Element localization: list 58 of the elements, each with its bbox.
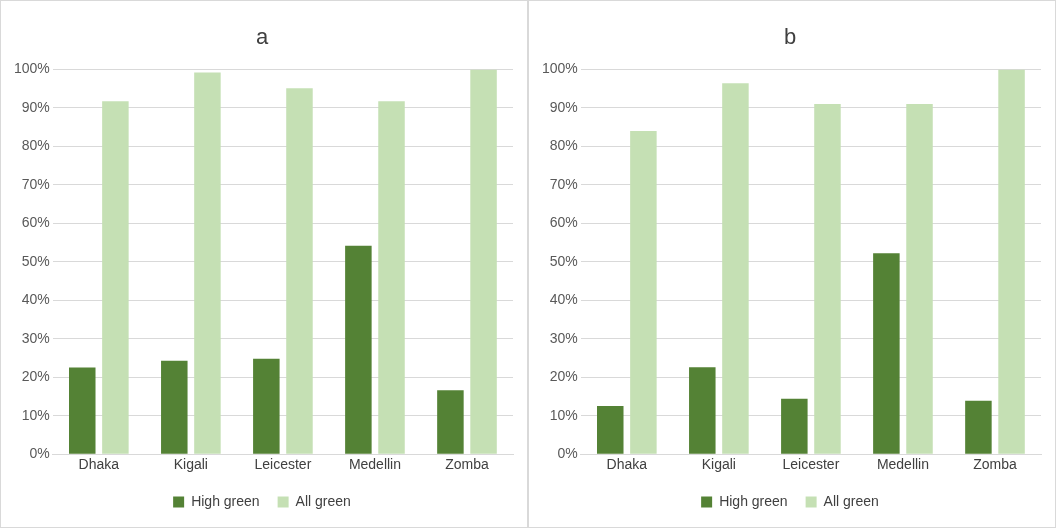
bar — [161, 360, 188, 454]
y-tick-label: 50% — [21, 252, 50, 269]
y-tick-label: 60% — [549, 214, 578, 231]
y-tick-label: 80% — [21, 137, 50, 154]
x-tick-label: Medellin — [348, 456, 402, 473]
y-tick-label: 20% — [549, 368, 578, 385]
y-tick-label: 30% — [21, 329, 50, 346]
y-tick-label: 0% — [29, 445, 50, 462]
y-tick-label: 50% — [549, 252, 578, 269]
bar — [286, 88, 313, 454]
y-tick-label: 80% — [549, 137, 578, 154]
bar — [781, 398, 808, 454]
bar — [102, 101, 129, 454]
bar — [194, 72, 221, 454]
bar — [906, 104, 933, 454]
chart-title: b — [783, 24, 797, 50]
legend-label: High green — [191, 492, 260, 509]
y-tick-label: 20% — [21, 368, 50, 385]
x-tick-label: Kigali — [701, 456, 736, 473]
y-tick-label: 90% — [21, 98, 50, 115]
x-tick-label: Kigali — [173, 456, 208, 473]
bar — [69, 367, 96, 454]
y-tick-label: 0% — [557, 445, 578, 462]
bar — [345, 245, 372, 454]
bar — [378, 101, 405, 454]
bar — [630, 130, 657, 454]
y-tick-label: 90% — [549, 98, 578, 115]
x-tick-label: Zomba — [973, 456, 1017, 473]
bar — [814, 104, 841, 454]
x-tick-label: Leicester — [254, 456, 312, 473]
y-tick-label: 60% — [21, 214, 50, 231]
y-tick-label: 70% — [21, 175, 50, 192]
x-tick-label: Dhaka — [78, 456, 120, 473]
chart-title: a — [255, 24, 269, 50]
bar — [722, 83, 749, 454]
x-tick-label: Zomba — [445, 456, 489, 473]
y-tick-label: 30% — [549, 329, 578, 346]
y-tick-label: 100% — [13, 60, 50, 77]
legend-label: High green — [719, 492, 788, 509]
x-tick-label: Leicester — [782, 456, 840, 473]
y-tick-label: 40% — [549, 291, 578, 308]
legend-label: All green — [295, 492, 351, 509]
bar — [253, 358, 280, 454]
bar — [998, 69, 1025, 454]
x-tick-label: Medellin — [876, 456, 930, 473]
bar — [965, 400, 992, 454]
y-tick-label: 10% — [21, 406, 50, 423]
y-tick-label: 40% — [21, 291, 50, 308]
legend-label: All green — [823, 492, 879, 509]
bar — [437, 390, 464, 454]
bar — [873, 253, 900, 454]
bar — [689, 367, 716, 454]
y-tick-label: 10% — [549, 406, 578, 423]
y-tick-label: 100% — [541, 60, 578, 77]
bar — [470, 69, 497, 454]
y-tick-label: 70% — [549, 175, 578, 192]
x-tick-label: Dhaka — [606, 456, 648, 473]
bar — [597, 406, 624, 454]
